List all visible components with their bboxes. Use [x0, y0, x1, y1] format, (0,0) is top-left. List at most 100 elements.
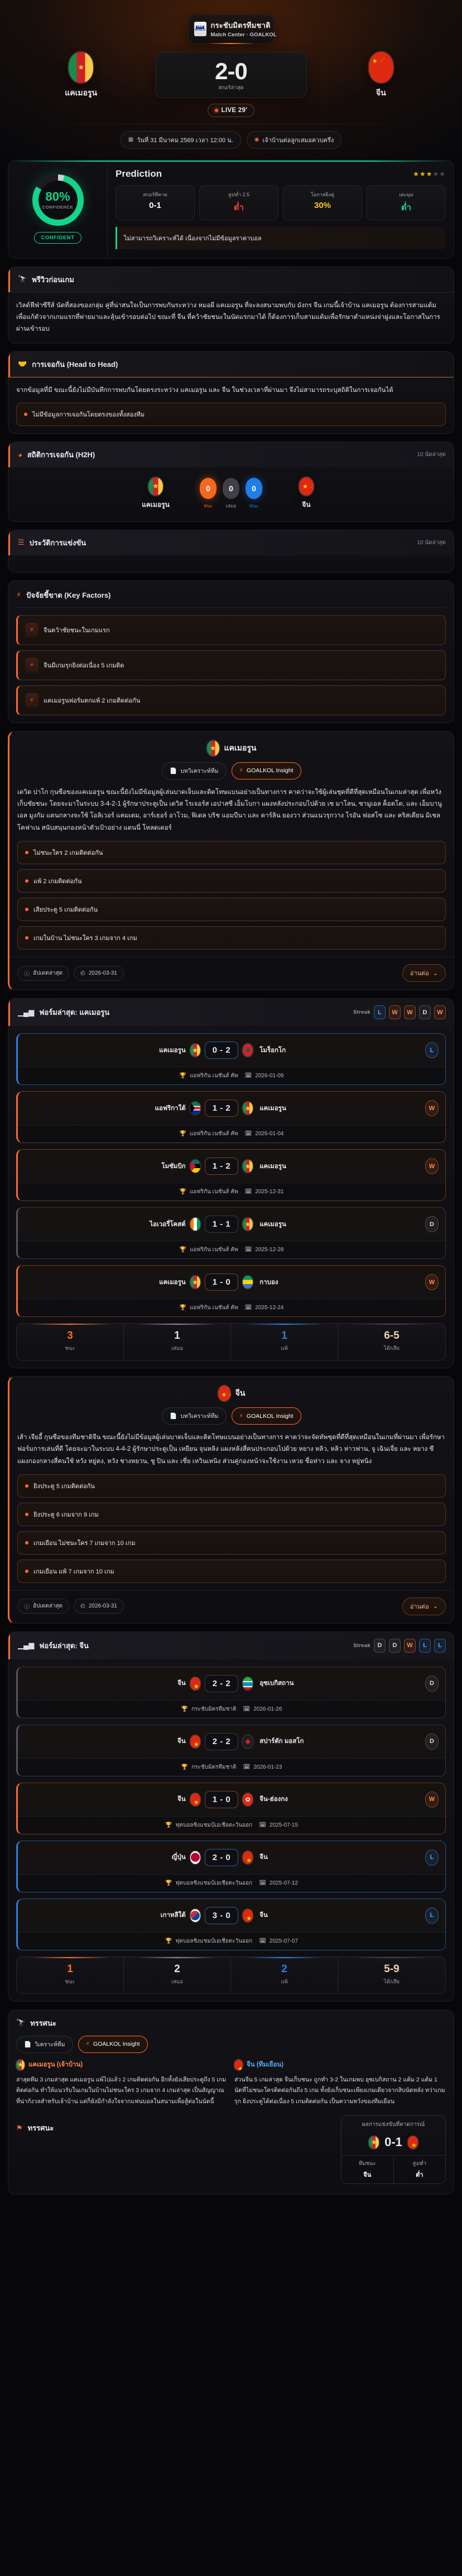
h2h-text-header: 🤝 การเจอกัน (Head to Head)	[8, 351, 454, 377]
match-result-badge: L	[425, 1907, 439, 1924]
h2h-draws-label: เสมอ	[225, 502, 237, 509]
away-form-totals: 1 ชนะ 2 เสมอ 2 แพ้ 5-9 ได้/เสีย	[16, 1956, 446, 1994]
match-hero: FIFA WORLD กระชับมิตรทีมชาติ Match Center…	[0, 0, 462, 160]
away-team-flag-icon	[218, 1386, 230, 1402]
home-analysis-tabs: 📄 บทวิเคราะห์ทีม ⚡ GOALKOL Insight	[162, 762, 301, 779]
verdict-summary-title: ทรรศนะ	[27, 2124, 54, 2133]
match-away-flag-icon	[243, 1851, 253, 1864]
match-home-flag-icon	[190, 1102, 200, 1115]
away-team-flag-icon	[368, 52, 393, 83]
prediction-title: Prediction	[116, 168, 162, 179]
prediction-metrics: สกอร์ที่คาด 0-1 สูง/ต่ำ 2.5 ต่ำ โอกาสยิง…	[116, 185, 446, 220]
form-match-row[interactable]: โมซัมบิก 1 - 2 แคเมอรูน W 🏆แอฟริกัน เนชั…	[16, 1149, 446, 1202]
location-pin-icon: ◉	[254, 136, 259, 143]
match-away-name: จีน	[259, 1912, 268, 1919]
form-match-row[interactable]: ญี่ปุ่น 2 - 0 จีน L 🏆ฟุตบอลชิงแชมป์เอเชี…	[16, 1840, 446, 1892]
match-away-name: แคเมอรูน	[259, 1163, 286, 1170]
match-date: 2026-01-26	[253, 1706, 282, 1712]
match-home-name: จีน	[177, 1796, 186, 1803]
match-date: 2025-07-07	[269, 1938, 299, 1944]
key-factors-title: ปัจจัยชี้ขาด (Key Factors)	[26, 590, 111, 599]
tab-team-analysis[interactable]: 📄 บทวิเคราะห์ทีม	[162, 1407, 227, 1425]
h2h-home-wins: 0 ชนะ	[200, 477, 216, 510]
total-draws-value: 2	[174, 1963, 180, 1975]
tab-verdict-goalkol-insight[interactable]: ⚡ GOALKOL Insight	[78, 2035, 148, 2053]
total-draws-label: เสมอ	[171, 1978, 183, 1985]
binoculars-icon: 🔭	[18, 275, 27, 284]
away-read-more-button[interactable]: อ่านต่อ ⌄	[402, 1597, 446, 1615]
h2h-no-data-note: ไม่มีข้อมูลการเจอกันโดยตรงของทั้งสองทีม	[16, 402, 446, 426]
total-goals-label: ได้/เสีย	[383, 1345, 400, 1352]
form-match-row[interactable]: จีน 2 - 2 สปาร์ตัก มอสโก D 🏆กระชับมิตรที…	[16, 1724, 446, 1776]
prediction-metric: โอกาสยิงคู่ 30%	[283, 185, 362, 220]
tab-label: GOALKOL Insight	[246, 1412, 293, 1420]
preview-text: เวิลด์ฟีฟ่าซีรีส์ นัดที่สองของกลุ่ม คู่ท…	[16, 302, 440, 333]
predicted-ou-label: สูง/ต่ำ	[412, 2161, 427, 2167]
tab-verdict-analysis[interactable]: 📄 วิเคราะห์ทีม	[16, 2035, 73, 2053]
home-updated-label: อัปเดตล่าสุด	[33, 970, 63, 976]
match-away-name: อุซเบกิสถาน	[259, 1680, 294, 1687]
match-away-flag-icon	[243, 1102, 253, 1115]
home-team-block[interactable]: แคเมอรูน	[9, 52, 153, 99]
home-insight-text: เกมในบ้าน ไม่ชนะใคร 3 เกมจาก 4 เกม	[33, 935, 137, 942]
total-goals-label: ได้/เสีย	[383, 1978, 400, 1985]
away-updated-label: อัปเดตล่าสุด	[33, 1603, 63, 1610]
away-form-title: ฟอร์มล่าสุด: จีน	[39, 1641, 89, 1650]
match-competition: กระชับมิตรทีมชาติ	[191, 1706, 237, 1712]
bolt-icon: ⚡	[85, 2041, 90, 2048]
total-losses-value: 1	[281, 1330, 287, 1342]
form-match-row[interactable]: ไอเวอรี่โคสต์ 1 - 1 แคเมอรูน D 🏆แอฟริกัน…	[16, 1207, 446, 1260]
form-match-row[interactable]: แคเมอรูน 1 - 0 กาบอง W 🏆แอฟริกัน เนชันส์…	[16, 1265, 446, 1318]
star-icon: ★	[432, 170, 440, 178]
away-team-flag-icon	[407, 2136, 418, 2149]
match-date: 2025-12-31	[255, 1189, 284, 1195]
form-match-row[interactable]: เกาหลีใต้ 3 - 0 จีน L 🏆ฟุตบอลชิงแชมป์เอเ…	[16, 1898, 446, 1950]
trophy-icon: 🏆	[165, 1938, 172, 1944]
tab-goalkol-insight[interactable]: ⚡ GOALKOL Insight	[231, 762, 301, 779]
predicted-winner-label: ทีมชนะ	[358, 2161, 376, 2167]
form-match-row[interactable]: แคเมอรูน 0 - 2 โมร็อกโก L 🏆แอฟริกัน เนชั…	[16, 1033, 446, 1086]
verdict-home-header: แคเมอรูน (เจ้าบ้าน)	[16, 2059, 228, 2070]
h2h-stats-title: สถิติการเจอกัน (H2H)	[27, 450, 95, 459]
calendar-icon: 🗓	[244, 1131, 252, 1137]
confidence-column: 80% CONFIDENCE CONFIDENT	[8, 160, 108, 258]
away-form-card: ▁▄▆ ฟอร์มล่าสุด: จีน Streak D D W L L จี…	[8, 1631, 454, 2002]
info-icon: ⓘ	[24, 1604, 30, 1611]
home-read-more-button[interactable]: อ่านต่อ ⌄	[402, 964, 446, 982]
away-insight-text: ยิงประตู 6 เกมจาก 9 เกม	[33, 1511, 99, 1518]
tab-team-analysis[interactable]: 📄 บทวิเคราะห์ทีม	[162, 762, 227, 779]
streak-box: W	[404, 1638, 416, 1653]
match-home-flag-icon	[190, 1044, 200, 1057]
h2h-record: 0 ชนะ 0 เสมอ 0 ชนะ	[200, 477, 262, 510]
away-team-block[interactable]: จีน	[309, 52, 453, 99]
tab-label: GOALKOL Insight	[93, 2041, 140, 2048]
key-factor-item: ⚡ จีนคว้าชัยชนะในเกมแรก	[16, 614, 446, 645]
confidence-caption: CONFIDENCE	[42, 205, 74, 210]
streak-box: W	[389, 1005, 401, 1020]
home-updated-chip: ⓘ อัปเดตล่าสุด	[17, 965, 70, 981]
h2h-away-wins-label: ชนะ	[249, 502, 259, 509]
match-venue-text: เจ้าบ้านต่อลูกเสมอควบครึ่ง	[262, 137, 334, 144]
league-chip[interactable]: FIFA WORLD กระชับมิตรทีมชาติ Match Center…	[187, 14, 277, 44]
calendar-icon: 🗓	[243, 1764, 251, 1770]
doc-icon: 📄	[24, 2041, 32, 2048]
total-losses: 1 แพ้	[231, 1324, 338, 1360]
form-match-row[interactable]: แอฟริกาใต้ 1 - 2 แคเมอรูน W 🏆แอฟริกัน เน…	[16, 1091, 446, 1144]
bullet-dot-icon	[25, 908, 28, 912]
match-home-flag-icon	[190, 1793, 200, 1806]
match-home-name: แอฟริกาใต้	[155, 1105, 186, 1112]
score-caption: สกอร์ล่าสุด	[218, 84, 244, 91]
trophy-icon: 🏆	[165, 1880, 172, 1886]
match-competition: กระชับมิตรทีมชาติ	[191, 1764, 237, 1770]
flag-icon: ⚑	[16, 2123, 23, 2132]
match-away-name: สปาร์ตัก มอสโก	[259, 1738, 304, 1745]
bullet-dot-icon	[24, 412, 27, 416]
form-match-row[interactable]: จีน 1 - 0 จีน-ฮ่องกง W 🏆ฟุตบอลชิงแชมป์เอ…	[16, 1782, 446, 1834]
match-result-badge: W	[425, 1100, 439, 1117]
verdict-away-header: จีน (ทีมเยือน)	[234, 2059, 446, 2070]
clock-icon: ◴	[80, 1603, 85, 1610]
total-draws: 1 เสมอ	[124, 1324, 231, 1360]
tab-goalkol-insight[interactable]: ⚡ GOALKOL Insight	[231, 1407, 301, 1425]
match-score: 0 - 2	[204, 1042, 239, 1059]
form-match-row[interactable]: จีน 2 - 2 อุซเบกิสถาน D 🏆กระชับมิตรทีมชา…	[16, 1666, 446, 1718]
